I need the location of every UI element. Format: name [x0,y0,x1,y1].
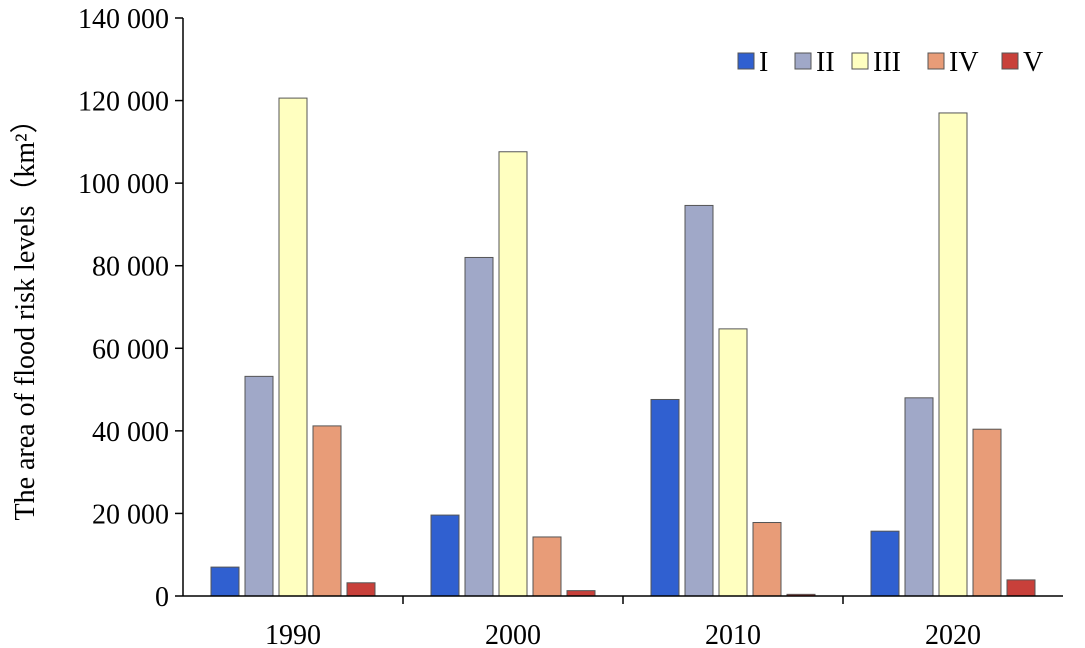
legend-swatch-II [794,52,812,70]
y-axis-title: The area of flood risk levels（km²） [9,105,41,520]
bar-IV-1990 [312,425,342,597]
bar-I-2020 [870,530,900,597]
bar-II-1990 [244,375,274,597]
x-tick-label: 2020 [925,620,981,648]
legend-swatch-III [851,52,869,70]
bar-III-2000 [498,151,528,597]
x-tick-label: 2010 [705,620,761,648]
bar-IV-2010 [752,522,782,597]
y-tick-label: 20 000 [92,499,169,530]
bar-III-2020 [938,112,968,597]
legend-label-I: I [759,47,768,78]
bar-V-2000 [566,590,596,597]
bar-IV-2020 [972,428,1002,597]
y-tick-label: 80 000 [92,252,169,283]
y-tick-label: 0 [155,582,169,613]
bar-II-2010 [684,204,714,597]
bar-III-1990 [278,97,308,597]
legend-swatch-IV [927,52,945,70]
legend: I II III IV V [737,47,1043,78]
legend-label-II: II [816,47,835,78]
y-ticks: 0 20 000 40 000 60 000 80 000 100 000 120 000 1… [78,4,183,613]
bar-II-2000 [464,256,494,597]
y-tick-label: 40 000 [92,417,169,448]
x-tick-label: 2000 [485,620,541,648]
bar-III-2010 [718,328,748,597]
bar-V-1990 [346,582,376,597]
legend-swatch-V [1001,52,1019,70]
bar-II-2020 [904,397,934,597]
bars [210,97,1036,597]
legend-label-V: V [1023,47,1043,78]
x-ticks: 1990 2000 2010 2020 [265,596,981,648]
bar-IV-2000 [532,536,562,597]
legend-label-IV: IV [949,47,979,78]
y-tick-label: 120 000 [78,87,169,118]
y-tick-label: 60 000 [92,334,169,365]
legend-swatch-I [737,52,755,70]
bar-I-2010 [650,398,680,597]
legend-label-III: III [873,47,901,78]
bar-V-2020 [1006,579,1036,597]
y-tick-label: 100 000 [78,169,169,200]
bar-I-2000 [430,514,460,597]
y-tick-label: 140 000 [78,4,169,35]
x-tick-label: 1990 [265,620,321,648]
bar-I-1990 [210,566,240,597]
